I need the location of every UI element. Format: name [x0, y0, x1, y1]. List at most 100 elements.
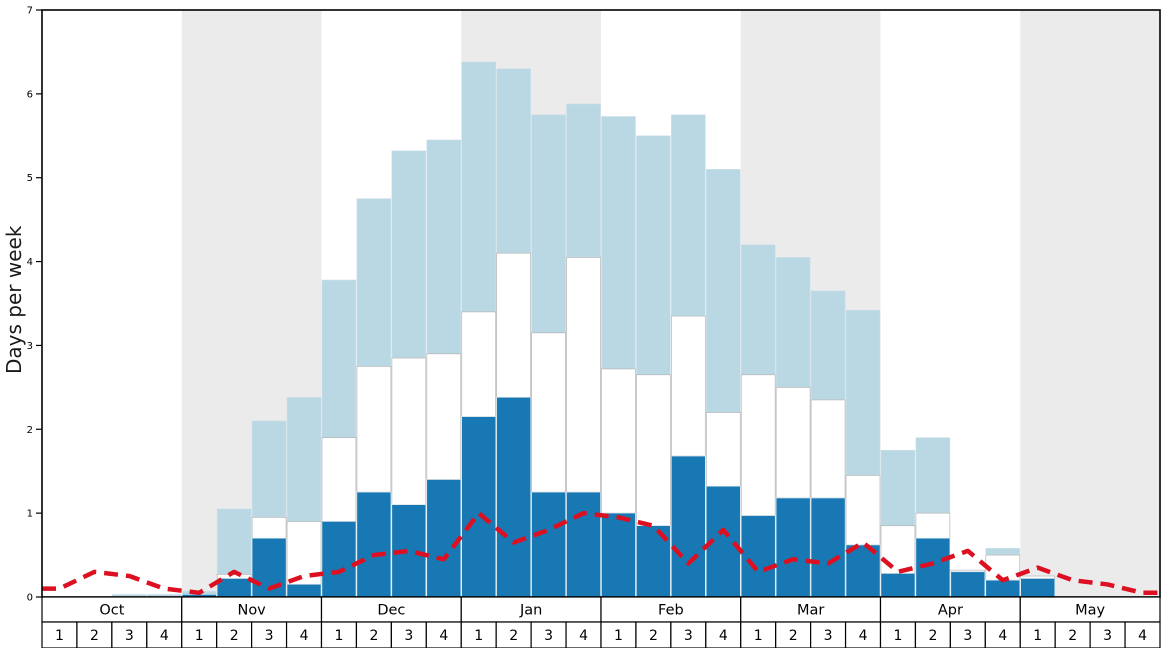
bar-white	[426, 353, 462, 480]
week-label: 2	[789, 628, 798, 644]
bar-light-blue	[880, 449, 916, 527]
week-label: 1	[614, 628, 623, 644]
bar-light-blue	[461, 61, 496, 313]
bar-white	[671, 315, 706, 457]
week-label: 3	[1103, 628, 1112, 644]
bar-dark-blue	[775, 497, 811, 598]
month-band	[1020, 10, 1160, 597]
week-cell	[879, 621, 917, 648]
week-label: 4	[579, 628, 588, 644]
bar-white	[810, 399, 846, 499]
week-label: 1	[55, 628, 64, 644]
week-label: 1	[1033, 628, 1042, 644]
week-label: 2	[90, 628, 99, 644]
week-label: 2	[928, 628, 937, 644]
y-tick-label: 2	[27, 425, 33, 436]
week-label: 4	[300, 628, 309, 644]
bar-white	[950, 569, 986, 573]
y-tick-label: 4	[27, 257, 33, 268]
bar-light-blue	[531, 114, 566, 334]
week-cell	[76, 621, 113, 648]
bar-white	[775, 387, 811, 499]
bar-dark-blue	[741, 515, 776, 598]
week-cell	[705, 621, 742, 648]
week-cell	[1124, 621, 1161, 648]
week-cell	[111, 621, 148, 648]
week-label: 3	[265, 628, 274, 644]
bar-dark-blue	[531, 491, 566, 598]
week-cell	[600, 621, 637, 648]
week-label: 4	[859, 628, 868, 644]
week-label: 1	[754, 628, 763, 644]
bar-light-blue	[810, 290, 846, 401]
bar-white	[461, 311, 497, 418]
bar-white	[531, 332, 566, 493]
bar-white	[496, 252, 531, 398]
bar-white	[286, 521, 322, 585]
bar-dark-blue	[426, 479, 461, 598]
bar-white	[251, 516, 287, 539]
bar-white	[705, 412, 741, 487]
bar-dark-blue	[1020, 578, 1055, 598]
bar-dark-blue	[985, 579, 1020, 598]
week-label: 2	[369, 628, 378, 644]
bar-dark-blue	[810, 497, 846, 598]
bar-light-blue	[671, 114, 706, 317]
month-label: Jan	[519, 603, 542, 619]
week-cell	[810, 621, 847, 648]
bar-white	[356, 366, 392, 493]
week-label: 3	[404, 628, 413, 644]
bar-white	[216, 574, 252, 579]
bar-light-blue	[706, 169, 741, 413]
month-label: Dec	[377, 603, 405, 619]
bar-white	[391, 357, 427, 506]
bar-dark-blue	[391, 504, 427, 598]
bar-dark-blue	[601, 512, 636, 598]
week-cell	[775, 621, 812, 648]
bar-dark-blue	[356, 491, 392, 598]
week-label: 2	[230, 628, 239, 644]
month-label: Mar	[797, 603, 824, 619]
month-label: May	[1075, 603, 1105, 619]
bar-light-blue	[845, 309, 881, 476]
week-cell	[495, 621, 532, 648]
month-cell	[41, 596, 183, 623]
week-cell	[635, 621, 672, 648]
week-label: 1	[894, 628, 903, 644]
bar-dark-blue	[461, 416, 496, 598]
month-cell	[740, 596, 882, 623]
week-label: 1	[474, 628, 483, 644]
bar-light-blue	[426, 139, 462, 355]
week-cell	[914, 621, 951, 648]
bar-light-blue	[601, 116, 636, 370]
bar-dark-blue	[286, 584, 322, 598]
week-label: 3	[684, 628, 693, 644]
bar-white	[845, 475, 881, 546]
month-cell	[879, 596, 1021, 623]
month-cell	[1019, 596, 1161, 623]
bar-white	[601, 368, 636, 514]
week-cell	[949, 621, 986, 648]
y-tick-label: 0	[27, 593, 33, 604]
bar-white	[321, 437, 357, 522]
week-label: 2	[509, 628, 518, 644]
month-cell	[320, 596, 462, 623]
week-cell	[285, 621, 323, 648]
red-dashed-line	[42, 510, 1160, 596]
week-label: 4	[1138, 628, 1147, 644]
bar-dark-blue	[880, 573, 916, 598]
bar-light-blue	[985, 548, 1021, 556]
week-label: 1	[335, 628, 344, 644]
week-label: 3	[824, 628, 833, 644]
bar-white	[915, 512, 951, 539]
bar-light-blue	[566, 103, 601, 258]
week-label: 4	[439, 628, 448, 644]
y-tick-label: 3	[27, 341, 33, 352]
week-label: 3	[963, 628, 972, 644]
bar-dark-blue	[321, 521, 357, 598]
bar-light-blue	[636, 135, 671, 376]
week-cell	[530, 621, 567, 648]
week-label: 2	[1068, 628, 1077, 644]
